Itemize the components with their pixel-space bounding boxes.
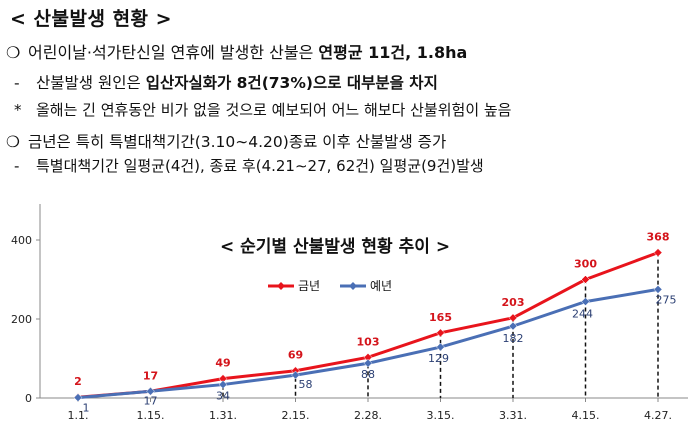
data-point — [581, 275, 590, 284]
bullet-cause: - 산불발생 원인은 입산자실화가 8건(73%)으로 대부분을 차지 — [14, 71, 438, 93]
data-label: 2 — [74, 375, 82, 388]
bullet-text: 산불발생 원인은 — [36, 74, 146, 92]
data-point — [653, 285, 663, 294]
y-tick-label: 200 — [11, 313, 32, 326]
x-tick-label: 3.31. — [499, 409, 527, 422]
circle-bullet-icon: ❍ — [6, 133, 20, 151]
data-label: 203 — [502, 296, 525, 309]
asterisk-bullet-icon: * — [14, 101, 22, 119]
data-labels: 2 17 49 69 103 165 203 300 368 1 17 34 58 88 129 182 244… — [74, 231, 676, 415]
data-point — [436, 328, 445, 338]
bullet-text: 올해는 긴 연휴동안 비가 없을 것으로 예보되어 어느 해보다 산불위험이 높… — [36, 101, 512, 119]
y-tick-label: 400 — [11, 234, 32, 247]
x-tick-label: 4.15. — [572, 409, 600, 422]
data-label: 34 — [216, 390, 230, 403]
circle-bullet-icon: ❍ — [6, 43, 21, 62]
series-lines — [73, 248, 663, 402]
data-point — [291, 370, 300, 380]
data-label: 129 — [428, 352, 449, 365]
dash-bullet-icon: - — [14, 74, 20, 92]
data-point — [73, 393, 83, 402]
data-label: 275 — [656, 293, 677, 306]
chart-legend: 금년 예년 — [262, 275, 404, 297]
data-label: 1 — [83, 402, 90, 415]
bullet-increase: ❍ 금년은 특히 특별대책기간(3.10∼4.20)종료 이후 산불발생 증가 — [6, 130, 446, 152]
data-point — [508, 321, 518, 331]
bullet-text: 금년은 특히 특별대책기간(3.10∼4.20)종료 이후 산불발생 증가 — [28, 133, 447, 151]
data-point — [218, 380, 228, 389]
chart-axes: 0 200 400 1.1. 1.15. 1.31. 2.15. 2.28. 3.15. 3.31… — [11, 204, 688, 422]
data-point — [581, 297, 590, 306]
bullet-text: 특별대책기간 일평균(4건), 종료 후(4.21∼27, 62건) 일평균(9… — [36, 157, 484, 175]
bullet-forecast: * 올해는 긴 연휴동안 비가 없을 것으로 예보되어 어느 해보다 산불위험이 … — [14, 99, 511, 120]
bullet-holiday-fires: ❍ 어린이날·석가탄신일 연휴에 발생한 산불은 연평균 11건, 1.8ha — [6, 39, 467, 63]
bullet-highlight: 입산자실화가 8건(73%)으로 대부분을 차지 — [145, 74, 438, 92]
data-label: 17 — [144, 394, 158, 407]
dash-bullet-icon: - — [14, 157, 20, 175]
x-tick-label: 4.27. — [644, 409, 672, 422]
x-tick-label: 1.15. — [137, 409, 165, 422]
legend-marker — [277, 282, 285, 290]
page-title: < 산불발생 현황 > — [10, 8, 173, 30]
data-label: 368 — [647, 231, 670, 244]
legend-label: 금년 — [298, 279, 320, 293]
legend-box — [262, 275, 404, 297]
data-label: 300 — [574, 258, 597, 271]
x-tick-label: 2.15. — [282, 409, 310, 422]
bullet-highlight: 연평균 11건, 1.8ha — [318, 43, 468, 62]
x-tick-label: 1.31. — [209, 409, 237, 422]
data-label: 58 — [299, 378, 313, 391]
x-tick-label: 1.1. — [68, 409, 89, 422]
x-tick-label: 2.28. — [354, 409, 382, 422]
data-label: 165 — [429, 311, 452, 324]
data-point — [653, 248, 663, 257]
legend-label: 예년 — [370, 279, 392, 293]
data-label: 49 — [215, 357, 230, 370]
x-tick-label: 3.15. — [427, 409, 455, 422]
data-point — [363, 358, 373, 368]
data-label: 88 — [361, 368, 375, 381]
legend-marker — [349, 282, 357, 290]
data-point — [436, 342, 445, 352]
data-point — [146, 386, 155, 396]
fire-trend-chart: 0 200 400 1.1. 1.15. 1.31. 2.15. 2.28. 3.15. 3.31… — [11, 204, 688, 422]
data-label: 182 — [503, 332, 524, 345]
data-label: 17 — [143, 369, 158, 382]
data-label: 103 — [357, 335, 380, 348]
bullet-daily-average: - 특별대책기간 일평균(4건), 종료 후(4.21∼27, 62건) 일평균(… — [14, 155, 484, 176]
y-tick-label: 0 — [25, 392, 32, 405]
data-label: 244 — [572, 308, 593, 321]
chart-title: < 순기별 산불발생 현황 추이 > — [220, 237, 450, 257]
bullet-text: 어린이날·석가탄신일 연휴에 발생한 산불은 — [28, 43, 319, 62]
data-label: 69 — [288, 349, 303, 362]
